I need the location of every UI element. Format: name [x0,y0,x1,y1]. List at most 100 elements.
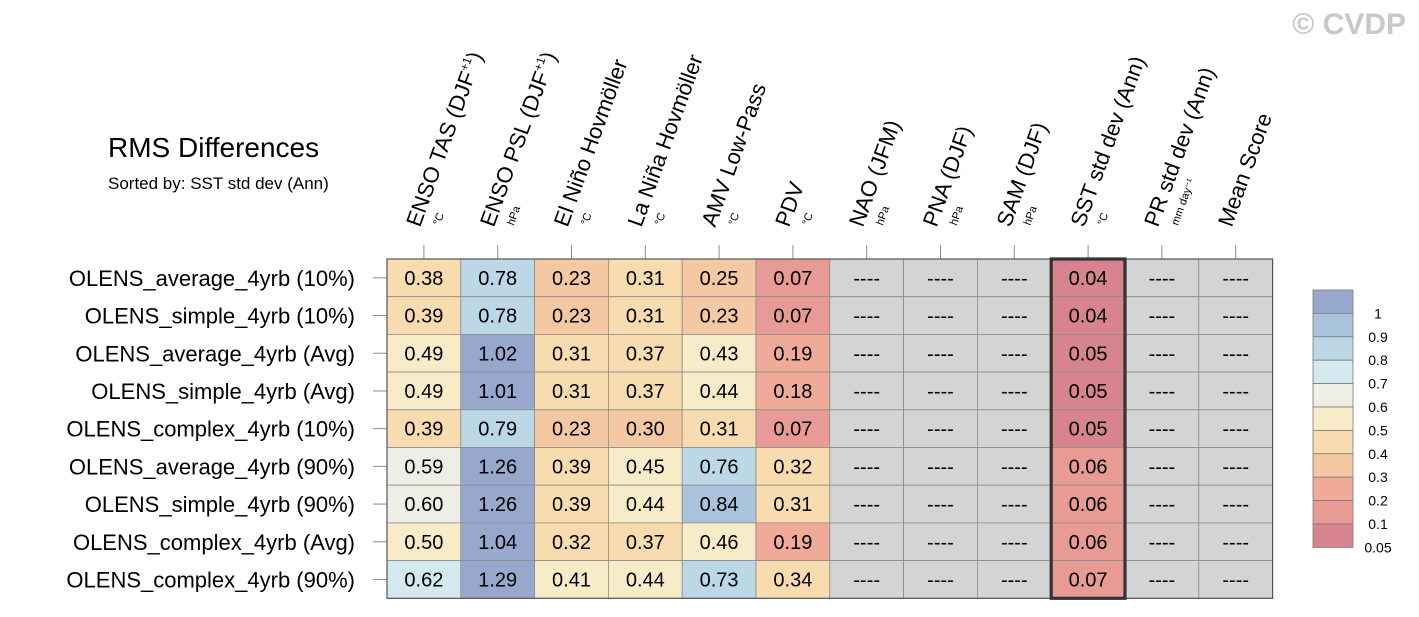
legend-swatch [1312,523,1354,548]
column-label: SAM (DJF) [992,119,1053,230]
heatmap-cell [1124,560,1200,599]
cell-value-label: 0.32 [773,456,812,478]
heatmap-cell [1050,296,1126,335]
legend-label: 0.2 [1368,493,1388,509]
cell-value-label: ---- [1222,306,1249,328]
cell-value-label: ---- [1222,569,1249,591]
cell-value-label: ---- [1001,532,1028,554]
chart-subtitle: Sorted by: SST std dev (Ann) [108,174,329,193]
cell-value-label: ---- [853,268,880,290]
cell-value-label: 0.25 [700,268,739,290]
legend-label: 0.1 [1368,516,1388,532]
cell-value-label: 0.34 [773,569,812,591]
legend-label: 0.05 [1364,539,1391,555]
heatmap-cell [903,447,978,486]
heatmap-cell [1050,447,1126,486]
column-label: SST std dev (Ann) [1065,53,1150,230]
row-label: OLENS_simple_4yrb (90%) [85,492,355,517]
heatmap-cell [755,371,831,411]
row-label: OLENS_complex_4yrb (90%) [66,567,355,592]
legend-swatch [1312,476,1354,502]
heatmap-cell [903,296,978,335]
cell-value-label: 0.37 [626,532,665,554]
cell-value-label: 0.18 [773,381,812,403]
cell-value-label: 0.30 [626,419,665,441]
cell-value-label: ---- [927,419,954,441]
column-label: ENSO PSL (DJF+1) [475,48,561,229]
cell-value-label: 0.45 [626,456,665,478]
legend-label: 1 [1374,305,1382,321]
heatmap-cell [903,560,978,599]
legend-label: 0.6 [1368,399,1388,415]
column-unit-label: hPa [1022,204,1040,227]
cell-value-label: ---- [853,381,880,403]
heatmap-cell [681,371,757,411]
heatmap-cell [608,296,683,335]
cell-value-label: 0.44 [626,494,665,516]
heatmap-cell [534,258,609,298]
cell-value-label: 0.78 [478,306,517,328]
cell-value-label: 0.84 [700,494,739,516]
cell-value-label: ---- [1001,419,1028,441]
heatmap-cell [1124,522,1200,562]
column-label: PNA (DJF) [918,122,977,229]
column-unit-label: °C [579,211,595,227]
cell-value-label: 0.59 [404,456,443,478]
cell-value-label: 0.06 [1069,532,1108,554]
cell-value-label: ---- [853,494,880,516]
cell-value-label: 0.49 [404,381,443,403]
cell-value-label: ---- [1001,268,1028,290]
heatmap-cells: 0.38 0.78 0.23 0.31 0.25 0.07 ---- ---- ---- 0.04… [386,257,1274,600]
cell-value-label: 0.44 [626,569,665,591]
heatmap-cell [681,333,757,373]
legend-swatch [1312,336,1354,361]
cell-value-label: ---- [1222,456,1249,478]
cell-value-label: 0.31 [552,381,591,403]
heatmap-cell [460,522,535,562]
heatmap-cell [829,296,904,335]
heatmap-cell [1050,484,1126,524]
heatmap-cell [977,296,1052,335]
cell-value-label: ---- [853,419,880,441]
legend-swatch [1312,500,1354,525]
cell-value-label: 0.31 [626,306,665,328]
cell-value-label: ---- [1149,306,1176,328]
heatmap-cell [1050,409,1126,448]
cell-value-label: 0.44 [700,381,739,403]
cell-value-label: ---- [1149,419,1176,441]
cell-value-label: 0.38 [404,268,443,290]
legend-label: 0.3 [1368,469,1388,485]
cell-value-label: 0.76 [700,456,739,478]
cell-value-label: ---- [853,343,880,365]
column-unit-label: °C [1096,211,1112,227]
cell-value-label: ---- [1149,268,1176,290]
heatmap-cell [460,447,535,486]
legend-label: 0.5 [1368,422,1388,438]
cell-value-label: ---- [927,343,954,365]
cell-value-label: 0.23 [552,268,591,290]
heatmap-cell [460,296,535,335]
color-legend: 1 0.9 0.8 0.7 0.6 0.5 0.4 0.3 0.2 0.1 0.05 [1312,289,1392,555]
legend-label: 0.4 [1368,446,1388,462]
cell-value-label: ---- [1001,494,1028,516]
cell-value-label: ---- [1149,532,1176,554]
cell-value-label: ---- [927,569,954,591]
cell-value-label: 0.78 [478,268,517,290]
heatmap-cell [386,522,462,562]
cell-value-label: ---- [1149,456,1176,478]
column-label: ENSO TAS (DJF+1) [401,48,487,229]
cell-value-label: 0.23 [552,306,591,328]
heatmap-cell [681,409,757,448]
cell-value-label: 0.31 [773,494,812,516]
heatmap-cell [755,522,831,562]
cell-value-label: ---- [1001,381,1028,403]
heatmap-cell [1124,484,1200,524]
column-label: NAO (JFM) [844,117,906,230]
heatmap-cell [534,409,609,448]
heatmap-cell [755,484,831,524]
heatmap-cell [608,447,683,486]
heatmap-cell [903,522,978,562]
cell-value-label: 0.19 [773,532,812,554]
heatmap-cell [977,447,1052,486]
